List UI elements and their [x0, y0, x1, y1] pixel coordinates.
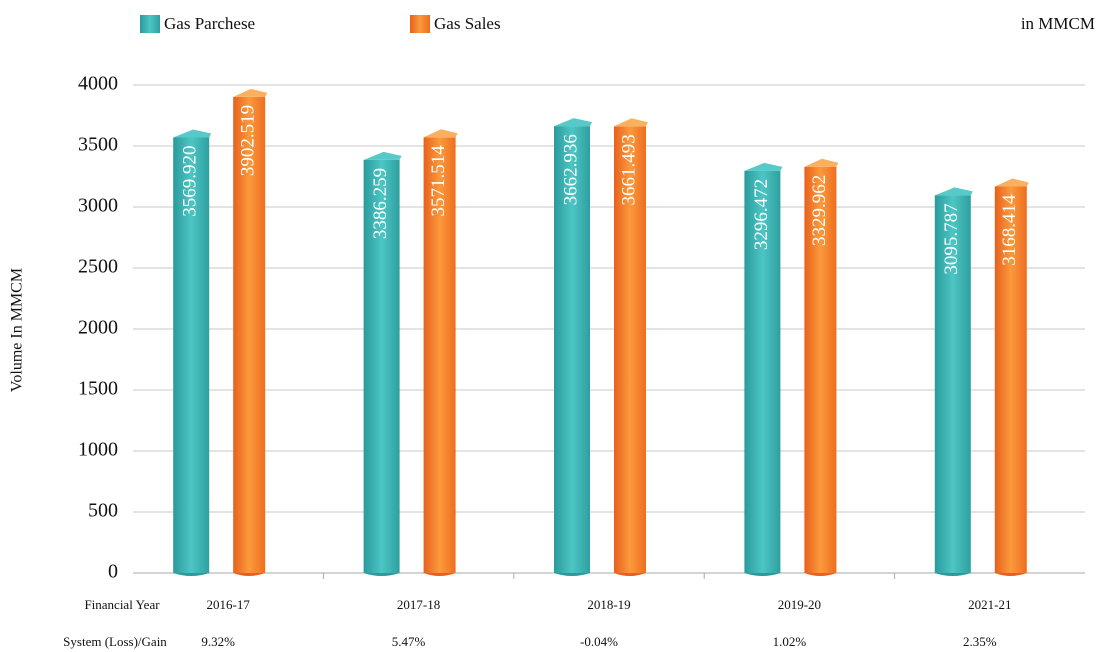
bar-bottom — [233, 573, 266, 576]
bar-group: 3662.936 — [554, 118, 592, 576]
bar-group: 3386.259 — [363, 151, 402, 576]
bar-group: 3296.472 — [744, 162, 783, 576]
bar — [994, 186, 1027, 573]
y-tick-label: 500 — [88, 500, 118, 522]
bar — [233, 96, 266, 573]
y-tick-label: 4000 — [78, 73, 118, 95]
gain-label: System (Loss)/Gain — [63, 634, 167, 649]
bar-top — [614, 118, 648, 127]
bar-group: 3095.787 — [934, 187, 973, 576]
bar-top — [173, 129, 212, 138]
x-tick-label: 2016-17 — [207, 597, 251, 612]
bar-top — [804, 158, 839, 167]
bar-bottom — [804, 573, 837, 576]
x-tick-label: 2021-21 — [968, 597, 1011, 612]
legend-swatch — [140, 15, 160, 33]
bar-top — [744, 162, 783, 171]
value-label: 3662.936 — [560, 134, 581, 205]
bar — [423, 137, 456, 573]
bar-bottom — [423, 573, 456, 576]
value-label: 3329.962 — [809, 175, 830, 246]
bar-top — [554, 118, 592, 127]
bar-bottom — [614, 573, 646, 576]
y-tick-label: 3500 — [78, 134, 118, 156]
y-tick-label: 1000 — [78, 439, 118, 461]
x-tick-label: 2018-19 — [587, 597, 630, 612]
bar-bottom — [994, 573, 1027, 576]
bar-group: 3902.519 — [233, 88, 268, 576]
value-label: 3661.493 — [618, 134, 639, 205]
bar — [934, 195, 971, 574]
value-label: 3902.519 — [238, 105, 259, 176]
legend-swatch — [410, 15, 430, 33]
bar-bottom — [363, 573, 400, 576]
y-tick-label: 1500 — [78, 378, 118, 400]
bar-top — [233, 88, 268, 97]
bar — [744, 170, 781, 573]
x-axis-label: Financial Year — [84, 597, 160, 612]
y-axis-label: Volume In MMCM — [9, 268, 26, 392]
y-tick-label: 2000 — [78, 317, 118, 339]
bar-top — [934, 187, 973, 196]
gain-value: 5.47% — [392, 634, 426, 649]
bar — [173, 137, 210, 573]
gain-value: 2.35% — [963, 634, 997, 649]
bar-bottom — [934, 573, 971, 576]
x-tick-label: 2019-20 — [778, 597, 821, 612]
gain-value: 9.32% — [201, 634, 235, 649]
bar — [554, 126, 590, 573]
y-tick-label: 0 — [108, 561, 118, 583]
x-tick-label: 2017-18 — [397, 597, 440, 612]
bar-bottom — [744, 573, 781, 576]
bar-bottom — [554, 573, 590, 576]
bar-top — [423, 129, 458, 138]
bar-group: 3661.493 — [614, 118, 648, 576]
bar-bottom — [173, 573, 210, 576]
value-label: 3168.414 — [999, 194, 1020, 266]
bar-top — [363, 151, 402, 160]
gain-value: 1.02% — [773, 634, 807, 649]
legend-label: Gas Parchese — [164, 14, 255, 33]
bar-group: 3569.920 — [173, 129, 212, 576]
bar-top — [994, 178, 1029, 187]
bar-group: 3168.414 — [994, 178, 1029, 576]
bar — [614, 126, 646, 573]
bar-group: 3571.514 — [423, 129, 458, 576]
legend-label: Gas Sales — [434, 14, 501, 33]
bar-group: 3329.962 — [804, 158, 839, 576]
value-label: 3569.920 — [180, 145, 201, 216]
gain-value: -0.04% — [580, 634, 618, 649]
value-label: 3571.514 — [428, 145, 449, 217]
y-tick-label: 2500 — [78, 256, 118, 278]
bar — [804, 166, 837, 573]
value-label: 3095.787 — [941, 203, 962, 274]
y-tick-label: 3000 — [78, 195, 118, 217]
bar — [363, 159, 400, 573]
unit-note: in MMCM — [1021, 14, 1095, 33]
value-label: 3296.472 — [751, 179, 772, 250]
value-label: 3386.259 — [370, 168, 391, 239]
